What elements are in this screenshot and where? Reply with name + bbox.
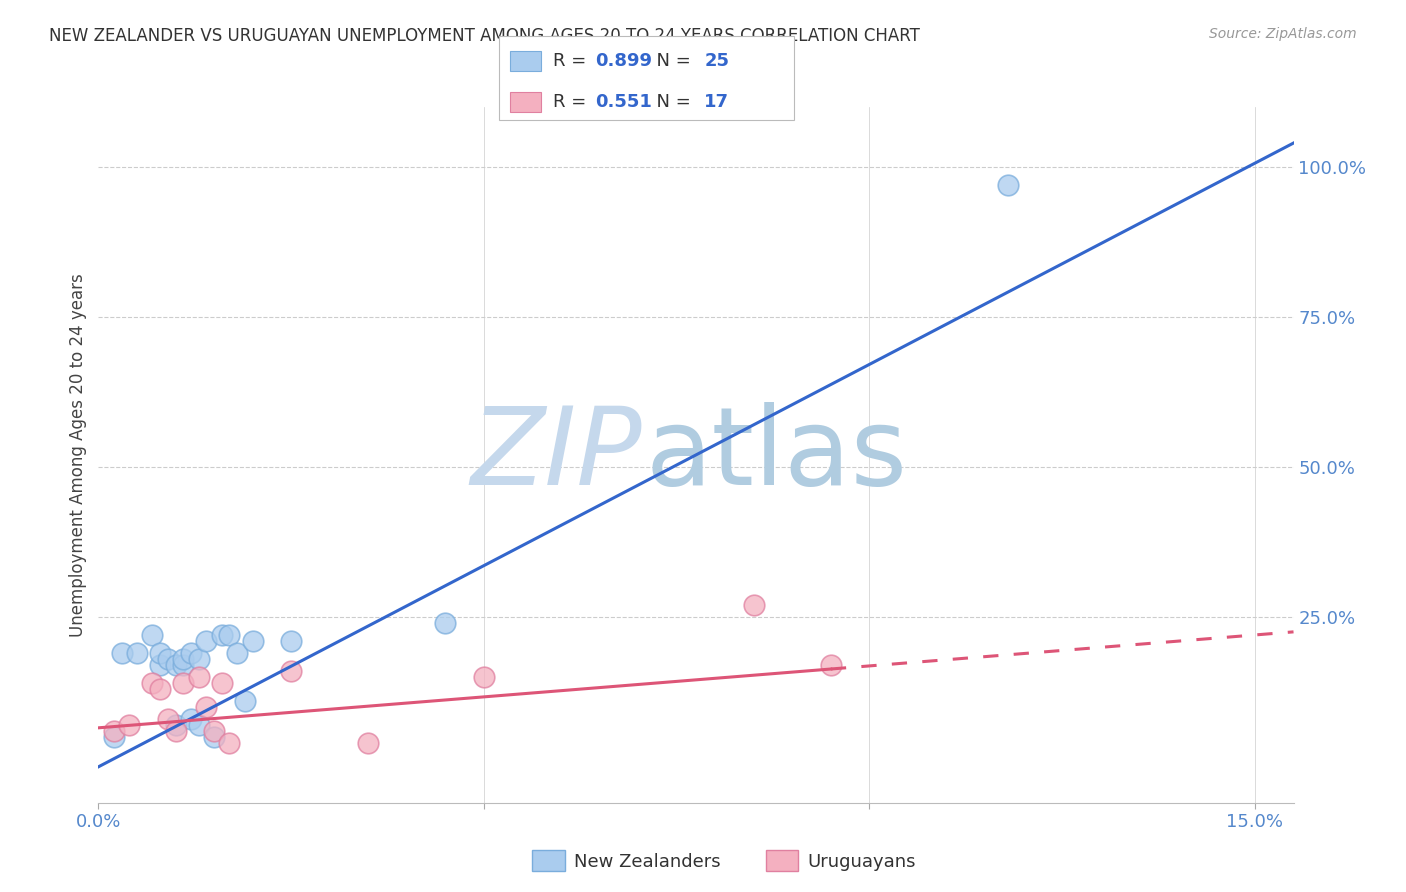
Text: N =: N = <box>645 52 697 70</box>
Point <box>472 670 495 684</box>
Text: NEW ZEALANDER VS URUGUAYAN UNEMPLOYMENT AMONG AGES 20 TO 24 YEARS CORRELATION CH: NEW ZEALANDER VS URUGUAYAN UNEMPLOYMENT … <box>49 27 920 45</box>
Point <box>195 633 218 648</box>
Point <box>165 718 187 732</box>
Text: N =: N = <box>645 93 697 111</box>
Point <box>202 730 225 744</box>
Point <box>187 718 209 732</box>
Y-axis label: Unemployment Among Ages 20 to 24 years: Unemployment Among Ages 20 to 24 years <box>69 273 87 637</box>
Point <box>141 676 163 690</box>
Point <box>434 615 457 630</box>
Point <box>149 646 172 660</box>
Text: atlas: atlas <box>645 402 908 508</box>
Text: 17: 17 <box>704 93 730 111</box>
Point <box>165 657 187 672</box>
Point <box>110 646 132 660</box>
Point <box>103 723 125 738</box>
Point <box>103 730 125 744</box>
Text: 25: 25 <box>704 52 730 70</box>
Point <box>742 598 765 612</box>
Point <box>211 676 233 690</box>
Text: 0.899: 0.899 <box>595 52 652 70</box>
Point <box>141 628 163 642</box>
Point <box>218 736 240 750</box>
Point <box>233 694 256 708</box>
Point <box>195 699 218 714</box>
Point <box>357 736 380 750</box>
Point <box>218 628 240 642</box>
Point <box>118 718 141 732</box>
Point <box>165 723 187 738</box>
Point <box>187 652 209 666</box>
Point <box>172 652 194 666</box>
Point <box>156 712 179 726</box>
Point <box>187 670 209 684</box>
Text: R =: R = <box>553 93 592 111</box>
Point <box>149 657 172 672</box>
Point <box>202 723 225 738</box>
Point <box>180 712 202 726</box>
Point <box>180 646 202 660</box>
Point <box>280 633 302 648</box>
Text: Source: ZipAtlas.com: Source: ZipAtlas.com <box>1209 27 1357 41</box>
Point <box>226 646 249 660</box>
Point <box>242 633 264 648</box>
Point <box>820 657 842 672</box>
Text: R =: R = <box>553 52 592 70</box>
Point <box>280 664 302 678</box>
Point <box>211 628 233 642</box>
Point <box>172 657 194 672</box>
Text: 0.551: 0.551 <box>595 93 651 111</box>
Point <box>156 652 179 666</box>
Legend: New Zealanders, Uruguayans: New Zealanders, Uruguayans <box>526 843 922 879</box>
Point <box>172 676 194 690</box>
Point <box>149 681 172 696</box>
Point <box>125 646 148 660</box>
Point <box>997 178 1019 192</box>
Text: ZIP: ZIP <box>471 402 643 508</box>
